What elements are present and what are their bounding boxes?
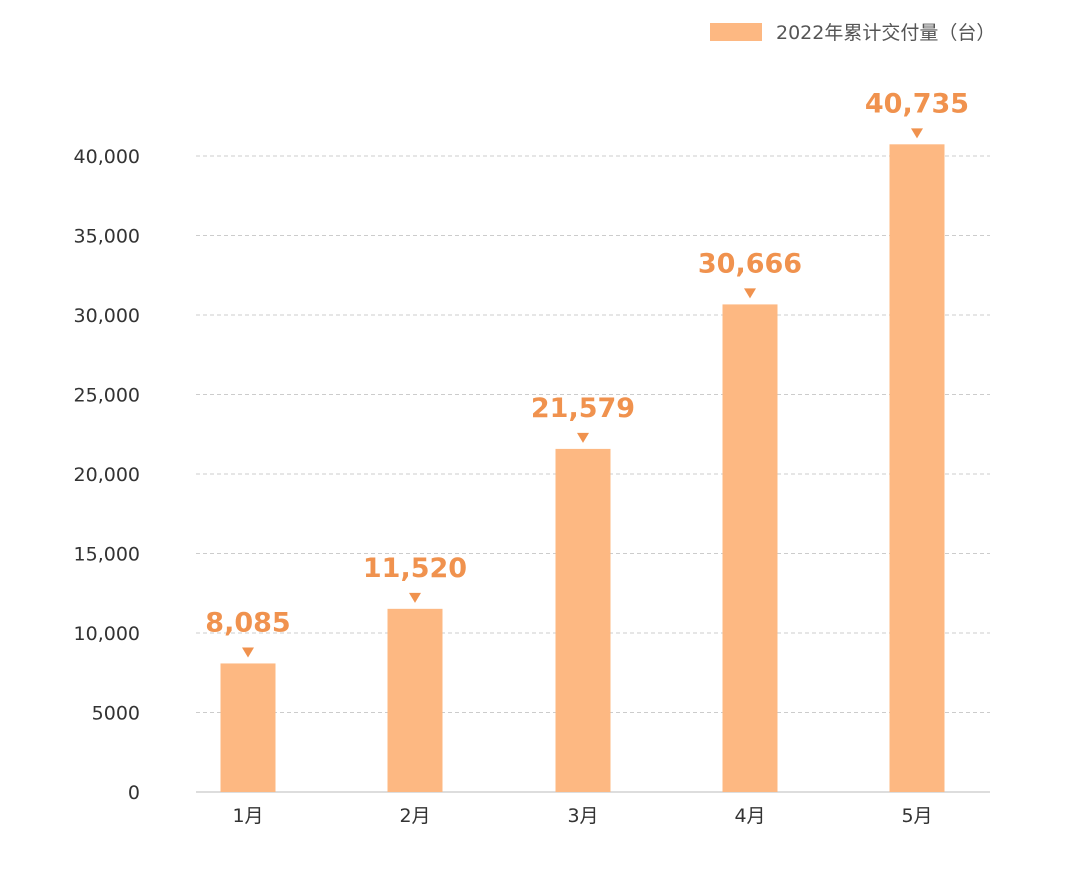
- x-tick-label: 3月: [567, 805, 598, 827]
- bar: [387, 608, 443, 792]
- y-tick-label: 15,000: [74, 544, 140, 566]
- y-tick-label: 20,000: [74, 464, 140, 486]
- bar: [722, 304, 778, 792]
- x-tick-label: 4月: [734, 805, 765, 827]
- bar: [555, 448, 611, 792]
- y-tick-label: 0: [128, 782, 140, 804]
- data-label: 11,520: [363, 553, 467, 584]
- value-marker-icon: [577, 432, 589, 443]
- x-tick-label: 5月: [901, 805, 932, 827]
- x-tick-label: 1月: [232, 805, 263, 827]
- value-marker-icon: [911, 128, 923, 139]
- data-label: 40,735: [865, 88, 969, 119]
- bar: [220, 663, 276, 792]
- value-marker-icon: [409, 592, 421, 603]
- data-label: 8,085: [205, 607, 290, 638]
- y-tick-label: 40,000: [74, 146, 140, 168]
- x-tick-label: 2月: [399, 805, 430, 827]
- bar: [889, 144, 945, 793]
- y-tick-label: 5000: [92, 703, 140, 725]
- y-tick-label: 30,000: [74, 305, 140, 327]
- value-marker-icon: [242, 647, 254, 658]
- data-label: 21,579: [531, 393, 635, 424]
- legend-swatch: [710, 22, 762, 41]
- legend: 2022年累计交付量（台）: [710, 18, 995, 45]
- legend-label: 2022年累计交付量（台）: [776, 22, 996, 44]
- data-label: 30,666: [698, 248, 802, 279]
- y-tick-label: 10,000: [74, 623, 140, 645]
- y-tick-label: 35,000: [74, 226, 140, 248]
- y-tick-label: 25,000: [74, 385, 140, 407]
- value-marker-icon: [744, 288, 756, 299]
